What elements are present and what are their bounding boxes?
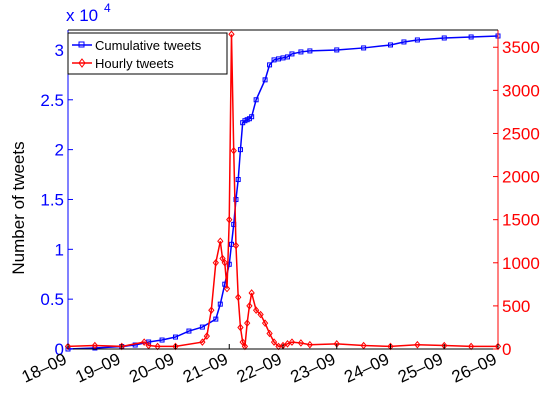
left-tick-label: 2 xyxy=(55,141,64,160)
right-tick-label: 1000 xyxy=(502,254,540,273)
data-point-hourly xyxy=(239,338,246,346)
left-tick-label: 1.5 xyxy=(40,190,64,209)
right-tick-label: 1500 xyxy=(502,211,540,230)
series-layer xyxy=(64,30,502,352)
data-point-cumulative xyxy=(159,337,165,343)
data-point-cumulative xyxy=(441,35,447,41)
data-point-cumulative xyxy=(262,77,268,83)
x-tick-label: 20–09 xyxy=(126,349,177,386)
data-point-hourly xyxy=(244,319,251,327)
data-point-hourly xyxy=(414,340,421,349)
legend-label-hourly: Hourly tweets xyxy=(95,56,174,71)
data-point-hourly xyxy=(217,237,224,246)
x-tick-label: 23–09 xyxy=(288,349,339,386)
data-point-hourly xyxy=(237,323,244,332)
data-point-cumulative xyxy=(132,342,138,348)
data-point-cumulative xyxy=(267,62,273,68)
data-point-cumulative xyxy=(173,334,178,340)
data-point-cumulative xyxy=(235,177,241,183)
data-point-cumulative xyxy=(401,39,407,45)
data-point-cumulative xyxy=(199,324,205,330)
data-point-hourly xyxy=(266,329,273,338)
data-point-hourly xyxy=(306,340,314,349)
plot-area xyxy=(68,30,498,349)
legend-marker-hourly xyxy=(78,58,86,68)
data-point-hourly xyxy=(297,339,305,347)
x-tick-label: 25–09 xyxy=(395,349,446,386)
data-point-cumulative xyxy=(237,147,243,153)
legend-label-cumulative: Cumulative tweets xyxy=(95,38,202,53)
data-point-cumulative xyxy=(233,196,239,202)
legend-item-hourly: Hourly tweets xyxy=(72,56,174,71)
data-point-hourly xyxy=(235,293,242,302)
x-tick-label: 22–09 xyxy=(234,349,285,386)
data-point-hourly xyxy=(230,146,237,155)
y-axis-label: Number of tweets xyxy=(9,141,28,274)
left-tick-label: 3 xyxy=(55,41,64,60)
data-point-cumulative xyxy=(253,97,259,103)
data-point-hourly xyxy=(203,332,211,340)
y-multiplier: x 10 xyxy=(66,6,98,25)
data-point-hourly xyxy=(252,306,260,314)
data-point-hourly xyxy=(221,258,228,267)
data-point-cumulative xyxy=(284,54,290,60)
data-point-hourly xyxy=(212,258,219,267)
data-point-hourly xyxy=(284,340,291,348)
data-point-cumulative xyxy=(388,42,393,48)
x-tick-label: 21–09 xyxy=(180,349,231,386)
data-point-hourly xyxy=(228,30,235,39)
right-tick-label: 3000 xyxy=(502,81,540,100)
data-point-cumulative xyxy=(298,49,304,55)
data-point-hourly xyxy=(223,284,231,293)
left-tick-label: 0.5 xyxy=(40,290,64,309)
legend-item-cumulative: Cumulative tweets xyxy=(72,38,202,53)
data-point-hourly xyxy=(232,241,240,250)
data-point-cumulative xyxy=(217,301,223,307)
data-point-hourly xyxy=(199,338,206,346)
legend-marker-cumulative xyxy=(78,41,85,48)
left-tick-label: 2.5 xyxy=(40,91,64,110)
data-point-hourly xyxy=(246,302,253,310)
data-point-hourly xyxy=(261,319,269,327)
y-multiplier-exponent: 4 xyxy=(104,1,111,15)
x-tick-label: 24–09 xyxy=(341,349,392,386)
data-point-hourly xyxy=(140,338,148,346)
data-point-cumulative xyxy=(468,34,474,40)
legend-box xyxy=(67,32,228,75)
left-tick-label: 1 xyxy=(55,240,64,259)
data-point-hourly xyxy=(270,338,278,346)
data-point-cumulative xyxy=(307,48,313,54)
data-point-cumulative xyxy=(213,316,219,322)
data-point-cumulative xyxy=(414,37,420,43)
data-point-hourly xyxy=(226,215,233,224)
right-tick-label: 2500 xyxy=(502,124,540,143)
data-point-hourly xyxy=(257,310,264,319)
right-tick-label: 3500 xyxy=(502,38,540,57)
data-point-hourly xyxy=(219,254,226,263)
plot-background xyxy=(68,30,498,349)
right-tick-label: 2000 xyxy=(502,168,540,187)
data-point-cumulative xyxy=(289,51,295,57)
right-tick-label: 0 xyxy=(502,340,511,359)
data-point-cumulative xyxy=(361,45,367,51)
left-tick-label: 0 xyxy=(55,340,64,359)
data-point-hourly xyxy=(248,289,255,297)
data-point-hourly xyxy=(208,306,215,314)
x-tick-label: 18–09 xyxy=(19,349,70,386)
x-tick-label: 26–09 xyxy=(449,349,500,386)
right-tick-label: 500 xyxy=(502,297,530,316)
data-point-cumulative xyxy=(334,47,340,53)
data-point-cumulative xyxy=(186,328,192,334)
data-point-cumulative xyxy=(249,114,255,120)
data-point-hourly xyxy=(288,338,296,346)
legend: Cumulative tweets Hourly tweets xyxy=(67,32,228,75)
data-point-cumulative xyxy=(228,241,234,247)
x-tick-label: 19–09 xyxy=(73,349,124,386)
